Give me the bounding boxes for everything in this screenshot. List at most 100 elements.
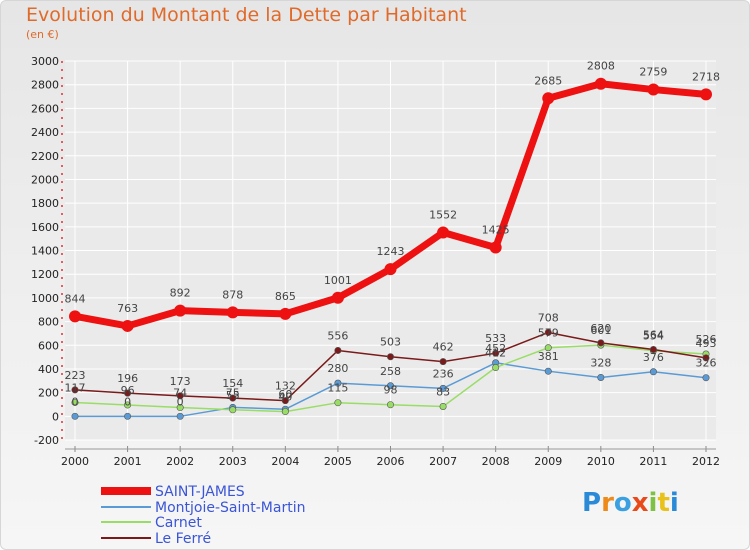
- data-label: 115: [327, 382, 348, 395]
- data-label: 2759: [639, 66, 667, 79]
- data-point: [439, 384, 447, 392]
- data-point: [542, 92, 555, 105]
- data-label: 892: [170, 287, 191, 300]
- chart-subtitle: (en €): [26, 28, 59, 41]
- data-point: [71, 386, 79, 394]
- x-tick-label: 2001: [114, 455, 142, 468]
- data-point: [597, 339, 605, 347]
- data-point: [384, 263, 397, 276]
- data-point: [386, 382, 394, 390]
- data-point: [702, 354, 710, 362]
- data-point: [649, 368, 657, 376]
- data-point: [281, 397, 289, 405]
- data-point: [124, 412, 132, 420]
- data-label: 1001: [324, 274, 352, 287]
- data-point: [492, 349, 500, 357]
- x-tick-label: 2000: [61, 455, 89, 468]
- data-label: 620: [590, 322, 611, 335]
- legend-label: SAINT-JAMES: [155, 484, 245, 500]
- data-label: 328: [590, 356, 611, 369]
- data-point: [439, 358, 447, 366]
- data-label: 258: [380, 365, 401, 378]
- y-tick-label: 800: [38, 316, 59, 329]
- y-tick-label: 1800: [31, 197, 59, 210]
- data-point: [334, 379, 342, 387]
- data-label: 326: [696, 357, 717, 370]
- grid: [65, 60, 716, 441]
- data-label: 503: [380, 336, 401, 349]
- y-tick-label: 3000: [31, 55, 59, 68]
- data-label: 708: [538, 311, 559, 324]
- data-label: 55: [226, 389, 240, 402]
- y-tick-label: 1600: [31, 221, 59, 234]
- legend-label: Le Ferré: [155, 531, 211, 547]
- data-point: [71, 412, 79, 420]
- data-label: 0: [124, 395, 131, 408]
- data-point: [439, 402, 447, 410]
- data-label: 865: [275, 290, 296, 303]
- y-tick-label: 1400: [31, 245, 59, 258]
- data-label: 412: [485, 347, 506, 360]
- data-label: 83: [436, 385, 450, 398]
- data-point: [437, 226, 450, 239]
- y-tick-label: 2200: [31, 150, 59, 163]
- y-tick-label: 2800: [31, 79, 59, 92]
- data-point: [700, 88, 712, 101]
- y-tick-label: 0: [52, 410, 59, 423]
- data-label: 462: [433, 341, 454, 354]
- data-label: 0: [177, 395, 184, 408]
- data-point: [544, 328, 552, 336]
- data-label: 154: [222, 377, 243, 390]
- x-tick-label: 2012: [692, 455, 720, 468]
- data-label: 196: [117, 372, 138, 385]
- data-label: 223: [65, 369, 86, 382]
- data-label: 236: [433, 367, 454, 380]
- data-point: [594, 77, 607, 90]
- data-label: 878: [222, 288, 243, 301]
- data-point: [229, 406, 237, 414]
- y-tick-label: 2600: [31, 102, 59, 115]
- x-tick-label: 2003: [219, 455, 247, 468]
- data-label: 1243: [377, 245, 405, 258]
- data-label: 763: [117, 302, 138, 315]
- data-label: 132: [275, 380, 296, 393]
- data-label: 2718: [692, 70, 720, 83]
- data-point: [176, 392, 184, 400]
- data-label: 173: [170, 375, 191, 388]
- y-tick-label: 600: [38, 339, 59, 352]
- x-tick-label: 2008: [482, 455, 510, 468]
- x-tick-label: 2002: [166, 455, 194, 468]
- series-lines: [69, 77, 712, 420]
- data-point: [544, 367, 552, 375]
- data-label: 533: [485, 332, 506, 345]
- data-label: 554: [643, 330, 664, 343]
- data-label: 493: [696, 337, 717, 350]
- y-tick-label: 1200: [31, 268, 59, 281]
- data-point: [226, 306, 239, 319]
- data-label: 564: [643, 329, 664, 342]
- data-point: [229, 394, 237, 402]
- data-label: 526: [696, 333, 717, 346]
- data-point: [281, 408, 289, 416]
- y-tick-label: 1000: [31, 292, 59, 305]
- data-label: 1425: [482, 224, 510, 237]
- data-point: [176, 404, 184, 412]
- data-labels: 844 763 892 878 865 1001 1243 1552 1425 2685 2808 2…: [65, 60, 721, 409]
- data-point: [489, 241, 502, 254]
- data-label: 376: [643, 351, 664, 364]
- data-point: [702, 374, 710, 382]
- data-label: 601: [590, 324, 611, 337]
- data-point: [334, 346, 342, 354]
- y-tick-label: 200: [38, 387, 59, 400]
- proxiti-logo: Proxiti: [582, 488, 679, 518]
- data-point: [649, 346, 657, 354]
- data-point: [279, 307, 292, 320]
- data-label: 844: [65, 292, 86, 305]
- data-label: 74: [173, 387, 187, 400]
- data-label: 0: [72, 395, 79, 408]
- chart-title: Evolution du Montant de la Dette par Hab…: [26, 4, 467, 26]
- data-point: [124, 389, 132, 397]
- data-label: 40: [278, 391, 292, 404]
- data-point: [71, 398, 79, 406]
- x-tick-label: 2005: [324, 455, 352, 468]
